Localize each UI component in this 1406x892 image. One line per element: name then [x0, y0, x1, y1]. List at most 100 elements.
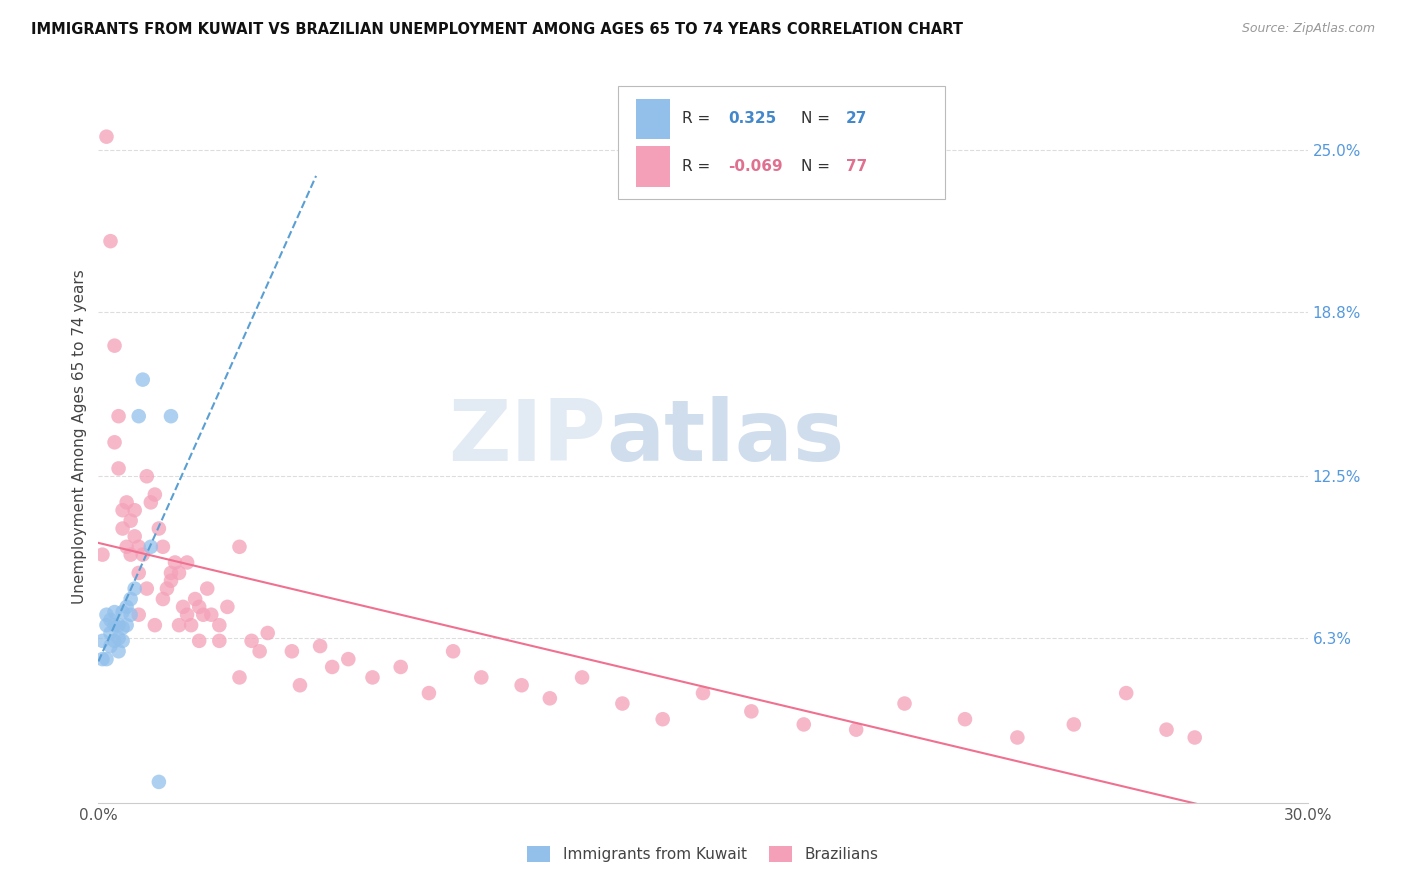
Point — [111, 605, 134, 619]
Point — [172, 599, 194, 614]
Point — [184, 592, 207, 607]
Text: Source: ZipAtlas.com: Source: ZipAtlas.com — [1241, 22, 1375, 36]
Point — [167, 566, 190, 580]
Point — [361, 670, 384, 684]
Point — [1184, 731, 1206, 745]
Point — [612, 697, 634, 711]
Point — [845, 723, 868, 737]
Point — [91, 652, 114, 666]
Point — [793, 717, 815, 731]
Point — [1115, 686, 1137, 700]
Point — [176, 556, 198, 570]
Point — [217, 599, 239, 614]
Point — [651, 712, 673, 726]
Point — [128, 409, 150, 424]
Point — [128, 540, 150, 554]
Point — [132, 373, 155, 387]
Point — [510, 678, 533, 692]
Point — [240, 633, 263, 648]
FancyBboxPatch shape — [637, 146, 671, 186]
Point — [893, 697, 915, 711]
Point — [139, 495, 162, 509]
Point — [139, 540, 162, 554]
Point — [195, 582, 218, 596]
Point — [180, 618, 202, 632]
Text: 27: 27 — [845, 112, 868, 127]
Point — [103, 605, 125, 619]
Point — [107, 409, 129, 424]
Point — [115, 495, 138, 509]
Text: atlas: atlas — [606, 395, 845, 479]
Point — [107, 618, 129, 632]
Point — [115, 618, 138, 632]
Point — [100, 639, 122, 653]
Point — [1007, 731, 1029, 745]
Text: N =: N = — [801, 159, 835, 174]
Point — [111, 521, 134, 535]
Point — [152, 592, 174, 607]
Point — [128, 566, 150, 580]
Point — [115, 599, 138, 614]
Point — [1063, 717, 1085, 731]
Text: R =: R = — [682, 159, 716, 174]
Legend: Immigrants from Kuwait, Brazilians: Immigrants from Kuwait, Brazilians — [522, 840, 884, 868]
Point — [124, 503, 146, 517]
Point — [167, 618, 190, 632]
Point — [160, 574, 183, 588]
Text: IMMIGRANTS FROM KUWAIT VS BRAZILIAN UNEMPLOYMENT AMONG AGES 65 TO 74 YEARS CORRE: IMMIGRANTS FROM KUWAIT VS BRAZILIAN UNEM… — [31, 22, 963, 37]
Point — [152, 540, 174, 554]
Point — [228, 540, 250, 554]
Point — [115, 540, 138, 554]
Point — [160, 566, 183, 580]
Point — [228, 670, 250, 684]
Point — [111, 633, 134, 648]
Point — [91, 633, 114, 648]
Point — [176, 607, 198, 622]
Point — [100, 626, 122, 640]
Point — [96, 652, 118, 666]
FancyBboxPatch shape — [619, 86, 945, 200]
Point — [740, 705, 762, 719]
Point — [200, 607, 222, 622]
Point — [96, 607, 118, 622]
Point — [692, 686, 714, 700]
Point — [571, 670, 593, 684]
Point — [156, 582, 179, 596]
Point — [470, 670, 492, 684]
Text: N =: N = — [801, 112, 835, 127]
Text: ZIP: ZIP — [449, 395, 606, 479]
Point — [389, 660, 412, 674]
Point — [418, 686, 440, 700]
Point — [107, 632, 129, 646]
Point — [100, 613, 122, 627]
Point — [321, 660, 343, 674]
Point — [100, 234, 122, 248]
Point — [96, 129, 118, 144]
Point — [148, 521, 170, 535]
Y-axis label: Unemployment Among Ages 65 to 74 years: Unemployment Among Ages 65 to 74 years — [72, 269, 87, 605]
Point — [135, 582, 157, 596]
Point — [111, 621, 134, 635]
Point — [538, 691, 561, 706]
Point — [120, 592, 142, 607]
Point — [953, 712, 976, 726]
Point — [249, 644, 271, 658]
Point — [143, 487, 166, 501]
Text: -0.069: -0.069 — [728, 159, 783, 174]
Point — [288, 678, 311, 692]
Point — [96, 618, 118, 632]
Text: R =: R = — [682, 112, 716, 127]
Point — [208, 618, 231, 632]
Point — [135, 469, 157, 483]
Point — [160, 409, 183, 424]
Point — [148, 775, 170, 789]
Point — [128, 607, 150, 622]
Point — [337, 652, 360, 666]
Point — [188, 633, 211, 648]
Point — [256, 626, 278, 640]
Point — [120, 548, 142, 562]
Point — [124, 529, 146, 543]
Point — [143, 618, 166, 632]
Point — [188, 599, 211, 614]
Point — [1156, 723, 1178, 737]
